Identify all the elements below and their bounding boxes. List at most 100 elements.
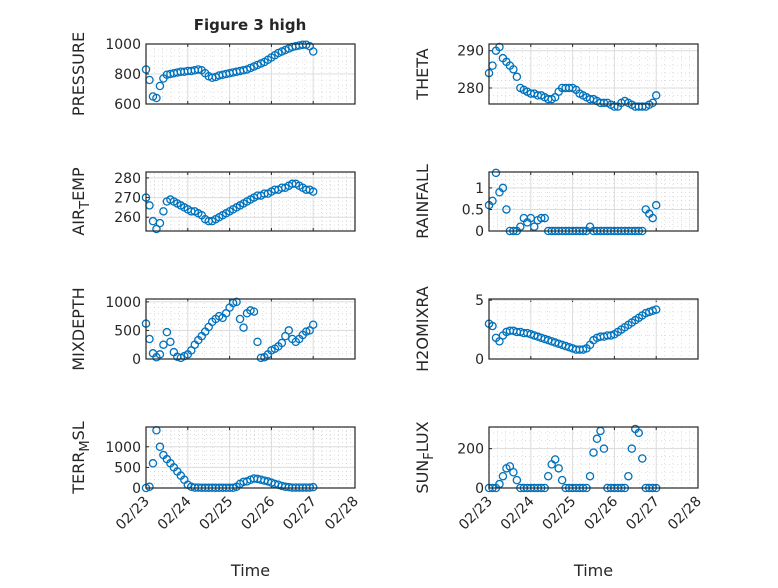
data-point [540,213,549,223]
y-axis-label: SUNFLUX [413,421,437,493]
data-point [246,306,255,315]
y-axis-label: AIRTEMP [69,167,93,236]
y-tick-label: 0 [475,481,484,497]
y-tick-label: 270 [114,191,141,207]
data-point [232,297,241,307]
data-point [592,434,602,444]
data-point [235,314,245,324]
figure-title: Figure 3 high [194,16,307,34]
data-point [155,442,165,452]
data-point [557,475,567,485]
y-tick-label: 1000 [105,440,141,456]
x-axis-label: Time [230,561,270,580]
y-axis-label: THETA [413,48,432,100]
data-point [554,464,563,473]
x-tick-label: 02/27 [623,494,663,534]
axes-air_temp: 260 270 280 AIRTEMP [69,167,356,236]
x-tick-label: 02/26 [581,493,621,533]
data-point [155,218,165,228]
y-tick-label: 0.5 [462,202,484,218]
y-tick-label: 0 [132,481,141,497]
x-tick-label: 02/28 [322,494,362,534]
data-point [308,320,318,329]
data-point [624,471,633,481]
data-point [610,102,619,111]
data-point [239,323,248,332]
y-axis-label: MIXDEPTH [69,287,88,370]
data-point [638,454,647,463]
data-point [277,338,287,348]
x-tick-label: 02/23 [113,494,153,534]
data-point [256,353,266,363]
data-point [648,98,657,108]
data-point [512,72,522,82]
y-tick-label: 5 [475,293,484,309]
plot-area [146,299,355,359]
data-point [155,350,165,359]
y-tick-label: 200 [457,442,484,458]
y-tick-label: 1000 [105,295,141,311]
x-axis-label: Time [573,561,613,580]
axes-terr_msl: 0 500 1000 02/23 02/24 02/25 02/26 02/27 02/28 Ti… [69,421,362,580]
data-point [502,205,511,214]
y-tick-label: 280 [114,171,141,187]
data-point [634,428,644,438]
data-point [651,200,661,210]
axes-box [488,171,699,232]
axes-pressure: 600 800 1000 PRESSURE [69,32,356,116]
data-point [537,213,546,223]
data-point [627,444,637,453]
x-tick-label: 02/27 [280,494,320,534]
data-point [284,326,294,335]
data-point [512,475,522,485]
y-tick-label: 0 [475,352,484,368]
x-tick-label: 02/25 [197,494,237,534]
x-tick-label: 02/25 [540,494,580,534]
y-axis-label: H2OMIXRA [413,286,432,372]
y-axis-label: PRESSURE [69,32,88,116]
axes-theta: 280 290 THETA [413,42,699,111]
y-axis-label: RAINFALL [413,164,432,239]
data-point [599,444,609,453]
y-tick-label: 1000 [105,37,141,53]
data-point [166,337,175,347]
y-axis-label: TERRMSL [69,421,93,495]
axes-box [145,171,356,232]
data-point [498,183,508,193]
data-point [308,187,318,196]
data-point [162,327,172,337]
axes-rainfall: 0 0.5 1 RAINFALL [413,164,699,240]
y-tick-label: 0 [132,352,141,368]
x-tick-label: 02/24 [155,493,195,533]
axes-box [488,426,699,489]
data-point [308,482,318,492]
data-point [530,222,539,231]
y-tick-label: 0 [475,224,484,240]
data-point [148,459,158,468]
data-point [585,471,595,481]
y-tick-label: 1 [475,181,484,197]
data-point [509,468,518,477]
data-point [193,65,203,74]
data-point [543,471,553,481]
data-point [648,213,657,223]
data-point [651,91,661,100]
data-point [550,455,560,464]
data-point [159,340,168,349]
axes-box [145,43,356,105]
data-point [495,42,504,52]
axes-mixdepth: 0 500 1000 MIXDEPTH [69,287,356,371]
data-point [516,222,525,231]
x-tick-label: 02/23 [456,494,496,534]
data-point [498,471,508,481]
y-tick-label: 500 [114,323,141,339]
data-point [301,327,311,336]
x-tick-label: 02/24 [498,493,538,533]
data-point [589,448,598,457]
data-point [159,207,168,216]
axes-sun_flux: 0 200 02/23 02/24 02/25 02/26 02/27 02/28 Time SU… [413,421,705,580]
data-point [491,168,501,178]
y-tick-label: 290 [457,44,484,60]
plot-area [489,299,698,359]
